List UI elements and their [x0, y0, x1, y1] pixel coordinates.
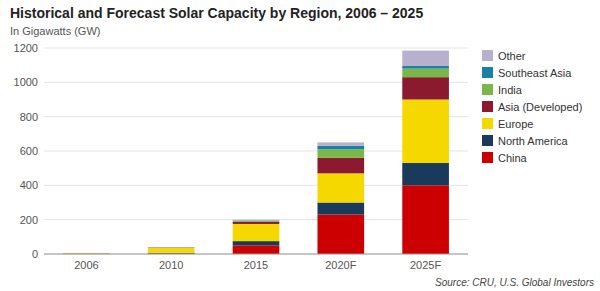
bar-segment — [317, 158, 364, 173]
subtitle: In Gigawatts (GW) — [10, 25, 100, 37]
legend-swatch — [482, 101, 493, 112]
bar-segment — [402, 163, 449, 185]
x-axis: 2006 2010 2015 2020F 2025F — [44, 254, 468, 271]
bar-segment — [402, 66, 449, 69]
y-tick-label: 1200 — [14, 42, 38, 54]
bar-segment — [402, 69, 449, 78]
bar-segment — [402, 77, 449, 99]
title: Historical and Forecast Solar Capacity b… — [10, 5, 423, 21]
y-tick-label: 1000 — [14, 76, 38, 88]
bar-segment — [148, 247, 195, 248]
y-tick-label: 600 — [20, 145, 38, 157]
x-tick-label: 2010 — [159, 259, 183, 271]
y-tick-label: 800 — [20, 111, 38, 123]
chart: Historical and Forecast Solar Capacity b… — [0, 0, 600, 291]
grid-line — [44, 254, 468, 255]
legend-swatch — [482, 50, 493, 61]
bar-segment — [233, 245, 280, 254]
bar-segment — [233, 241, 280, 245]
bar-segment — [317, 173, 364, 202]
bar-segment — [317, 146, 364, 149]
legend-swatch — [482, 67, 493, 78]
bar-segment — [63, 253, 110, 254]
x-tick-label: 2025F — [410, 259, 441, 271]
bar-segment — [233, 224, 280, 241]
legend-label: Southeast Asia — [498, 67, 572, 79]
bar-segment — [63, 252, 110, 253]
y-tick-label: 0 — [32, 248, 38, 260]
bar-segment — [148, 248, 195, 253]
bar-segment — [402, 185, 449, 254]
bar-segment — [317, 203, 364, 215]
bar-segment — [63, 253, 110, 254]
y-tick-label: 400 — [20, 179, 38, 191]
bar-segment — [233, 221, 280, 223]
bar-segment — [233, 220, 280, 222]
legend-label: North America — [498, 135, 569, 147]
source: Source: CRU, U.S. Global Investors — [435, 277, 594, 288]
bar-segment — [148, 247, 195, 248]
x-axis-line — [44, 254, 468, 255]
bar-segment — [402, 100, 449, 164]
bar-segment — [148, 247, 195, 248]
legend-label: China — [498, 152, 528, 164]
bar-segment — [148, 247, 195, 248]
legend-swatch — [482, 135, 493, 146]
grid-line — [44, 48, 468, 49]
legend-label: Europe — [498, 118, 533, 130]
bar-segment — [317, 142, 364, 145]
bar-segment — [233, 219, 280, 221]
legend-swatch — [482, 84, 493, 95]
y-tick-label: 200 — [20, 214, 38, 226]
legend-label: India — [498, 84, 523, 96]
legend-label: Asia (Developed) — [498, 101, 582, 113]
y-axis: 0 200 400 600 800 1000 1200 — [14, 42, 468, 260]
x-tick-label: 2020F — [325, 259, 356, 271]
x-tick-label: 2015 — [244, 259, 268, 271]
bar-segment — [317, 149, 364, 158]
bar-segment — [233, 222, 280, 224]
x-tick-label: 2006 — [74, 259, 98, 271]
bar-segment — [402, 51, 449, 66]
legend: Other Southeast Asia India Asia (Developed)… — [482, 50, 582, 164]
bar-segment — [63, 253, 110, 254]
legend-swatch — [482, 118, 493, 129]
legend-label: Other — [498, 50, 526, 62]
bar-segment — [317, 215, 364, 254]
bars — [63, 51, 449, 254]
legend-swatch — [482, 152, 493, 163]
